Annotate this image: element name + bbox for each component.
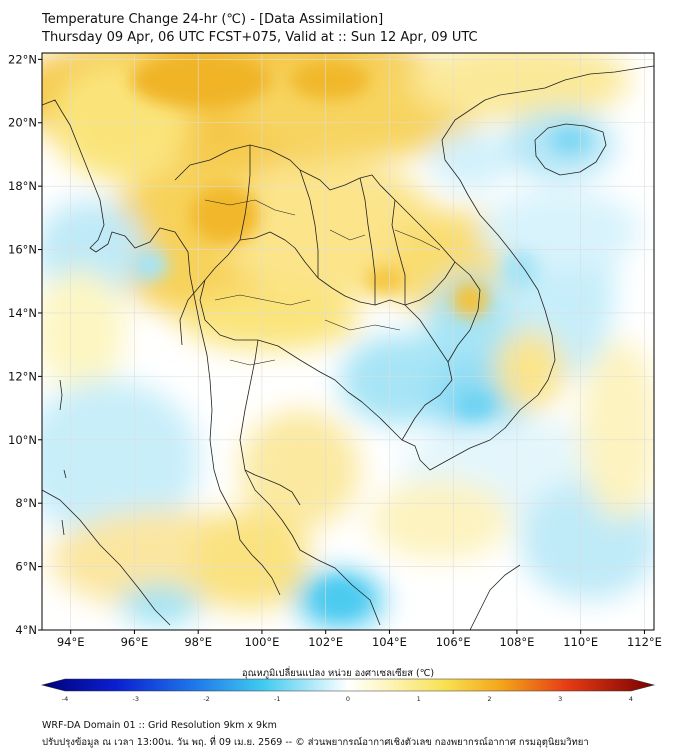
- lon-label: 98°E: [184, 635, 212, 649]
- footer-model-info: WRF-DA Domain 01 :: Grid Resolution 9km …: [42, 720, 277, 731]
- map-frame: [41, 52, 655, 631]
- lat-label: 4°N: [15, 623, 37, 637]
- map-subtitle: Thursday 09 Apr, 06 UTC FCST+075, Valid …: [42, 30, 478, 45]
- lat-label: 20°N: [8, 116, 37, 130]
- lon-label: 94°E: [57, 635, 85, 649]
- lat-label: 8°N: [15, 496, 37, 510]
- temperature-field: [42, 53, 654, 630]
- colorbar-tick-label: -3: [133, 695, 139, 703]
- colorbar-tick-label: -1: [274, 695, 280, 703]
- colorbar-title: อุณหภูมิเปลี่ยนแปลง หน่วย องศาเซลเซียส (…: [241, 668, 435, 679]
- colorbar-gradient: [40, 678, 656, 692]
- lat-label: 22°N: [8, 52, 37, 66]
- graticule: [42, 53, 654, 630]
- colorbar-tick-label: 2: [487, 695, 491, 703]
- lon-label: 112°E: [627, 635, 662, 649]
- colorbar-tick-label: 1: [417, 695, 421, 703]
- map-title: Temperature Change 24-hr (℃) - [Data Ass…: [42, 12, 384, 27]
- lon-label: 106°E: [436, 635, 471, 649]
- lon-label: 102°E: [308, 635, 343, 649]
- lon-label: 104°E: [372, 635, 407, 649]
- lat-label: 6°N: [15, 560, 37, 574]
- lat-label: 14°N: [8, 306, 37, 320]
- lon-label: 108°E: [499, 635, 534, 649]
- lat-label: 18°N: [8, 179, 37, 193]
- latitude-labels: 22°N 20°N 18°N 16°N 14°N 12°N 10°N 8°N 6°N 4°N: [8, 52, 42, 637]
- temperature-change-map: 22°N 20°N 18°N 16°N 14°N 12°N 10°N 8°N 6°N 4°N 94…: [8, 52, 662, 649]
- colorbar-tick-label: 4: [629, 695, 633, 703]
- colorbar-tick-label: -4: [62, 695, 68, 703]
- colorbar-tick-label: 0: [346, 695, 350, 703]
- lon-label: 110°E: [563, 635, 598, 649]
- colorbar: -4 -3 -2 -1 0 1 2 3 4: [40, 678, 656, 703]
- colorbar-ticks: -4 -3 -2 -1 0 1 2 3 4: [62, 695, 633, 703]
- lat-label: 16°N: [8, 243, 37, 257]
- lat-label: 10°N: [8, 433, 37, 447]
- lat-label: 12°N: [8, 369, 37, 383]
- colorbar-tick-label: 3: [558, 695, 562, 703]
- coastlines-and-borders: [42, 65, 654, 630]
- footer-credit: ปรับปรุงข้อมูล ณ เวลา 13:00น. วัน พฤ. ที…: [42, 737, 589, 748]
- longitude-labels: 94°E 96°E 98°E 100°E 102°E 104°E 106°E 108°E 110…: [57, 630, 662, 649]
- lon-label: 96°E: [121, 635, 149, 649]
- lon-label: 100°E: [244, 635, 279, 649]
- colorbar-tick-label: -2: [203, 695, 209, 703]
